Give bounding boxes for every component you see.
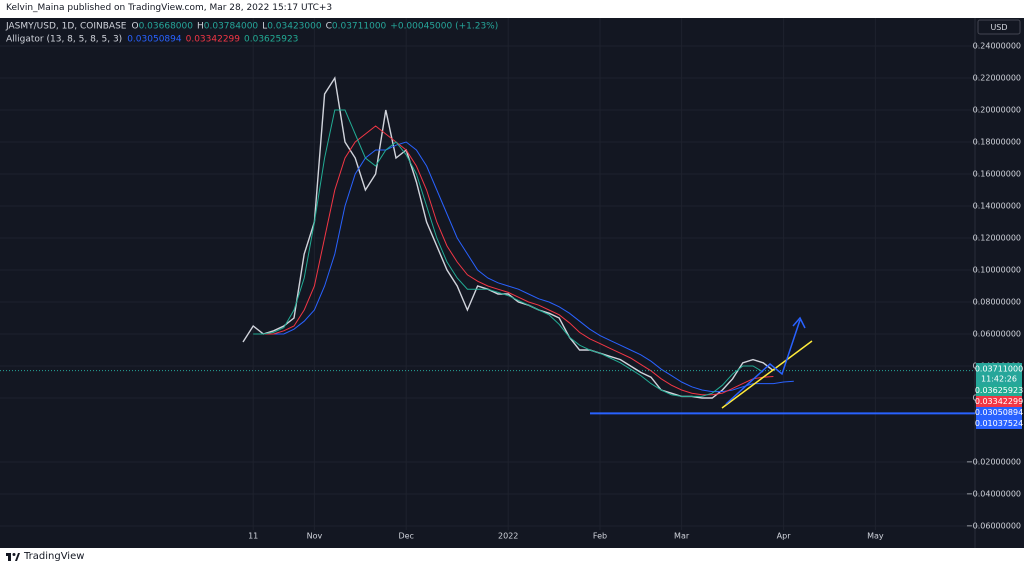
- ohlc-value: 0.03711000: [332, 22, 387, 32]
- support-badge: [976, 418, 1022, 429]
- ohlc-value: 0.03784000: [204, 22, 259, 32]
- symbol: JASMY/USD, 1D, COINBASE: [5, 22, 127, 32]
- ohlc-key: H: [197, 22, 204, 32]
- indicator-value: 0.03625923: [244, 35, 298, 45]
- brand: TradingView: [24, 551, 85, 562]
- x-tick-label: Dec: [398, 532, 413, 541]
- last-price-badge: [976, 363, 1022, 385]
- x-tick-label: Apr: [777, 532, 792, 541]
- indicator-value: 0.03050894: [127, 35, 182, 45]
- x-tick-label: Mar: [674, 532, 690, 541]
- price-axis: 0.24000000 0.22000000 0.20000000 0.18000000…: [966, 42, 1023, 531]
- y-tick-label: 0.24000000: [973, 42, 1021, 51]
- y-tick-label: 0.14000000: [973, 202, 1021, 211]
- grid: [0, 18, 975, 530]
- y-tick-label: −0.06000000: [966, 522, 1021, 531]
- indicator-name: Alligator (13, 8, 5, 8, 5, 3): [6, 35, 122, 45]
- price-badge-label: 0.03342299: [975, 397, 1023, 406]
- y-tick-label: 0.06000000: [973, 330, 1021, 339]
- y-tick-label: 0.16000000: [973, 170, 1021, 179]
- alligator-line: [273, 141, 794, 393]
- x-tick-label: Feb: [593, 532, 607, 541]
- ohlc-key: L: [262, 22, 267, 32]
- ohlc-value: +0.00045000 (+1.23%): [390, 22, 498, 32]
- price-badge-label: 0.03625923: [975, 386, 1023, 395]
- chart: 0.24000000 0.22000000 0.20000000 0.18000000…: [0, 18, 1024, 548]
- plot: [0, 76, 975, 415]
- countdown: 11:42:26: [981, 375, 1017, 384]
- currency-box: [977, 19, 1021, 35]
- last-price-label: 0.03711000: [975, 365, 1023, 374]
- x-tick-label: 11: [248, 532, 258, 541]
- y-tick-label: 0.10000000: [973, 266, 1021, 275]
- ohlc-value: 0.03423000: [267, 22, 322, 32]
- y-tick-label: 0.20000000: [973, 106, 1021, 115]
- indicator-value: 0.03342299: [186, 35, 241, 45]
- x-tick-label: Nov: [307, 532, 323, 541]
- trend-line: [721, 340, 813, 409]
- y-tick-label: 0.18000000: [973, 138, 1021, 147]
- y-tick-label: 0.08000000: [973, 298, 1021, 307]
- ohlc-key: O: [131, 22, 138, 32]
- logo: [6, 553, 20, 561]
- alligator-line: [253, 109, 764, 397]
- alligator-line: [263, 125, 774, 396]
- y-tick-label: 0.22000000: [973, 74, 1021, 83]
- price-badge: [976, 385, 1022, 396]
- publish-info: Kelvin_Maina published on TradingView.co…: [6, 3, 333, 13]
- projection-arrow: [725, 319, 801, 405]
- y-tick-label: −0.02000000: [966, 458, 1021, 467]
- x-tick-label: 2022: [498, 532, 518, 541]
- arrow-head: [792, 316, 806, 329]
- currency: USD: [990, 23, 1007, 32]
- ohlc-value: 0.03668000: [139, 22, 194, 32]
- x-tick-label: May: [867, 532, 884, 541]
- y-tick-label: 0.12000000: [973, 234, 1021, 243]
- chart-background: [0, 18, 1024, 548]
- y-tick-label: −0.04000000: [966, 490, 1021, 499]
- price-badge: [976, 407, 1022, 418]
- support-badge-label: 0.01037524: [975, 419, 1023, 428]
- ohlc-key: C: [326, 22, 332, 32]
- price-badge-label: 0.03050894: [975, 408, 1023, 417]
- footer: TradingView: [6, 551, 84, 562]
- price-badge: [976, 396, 1022, 407]
